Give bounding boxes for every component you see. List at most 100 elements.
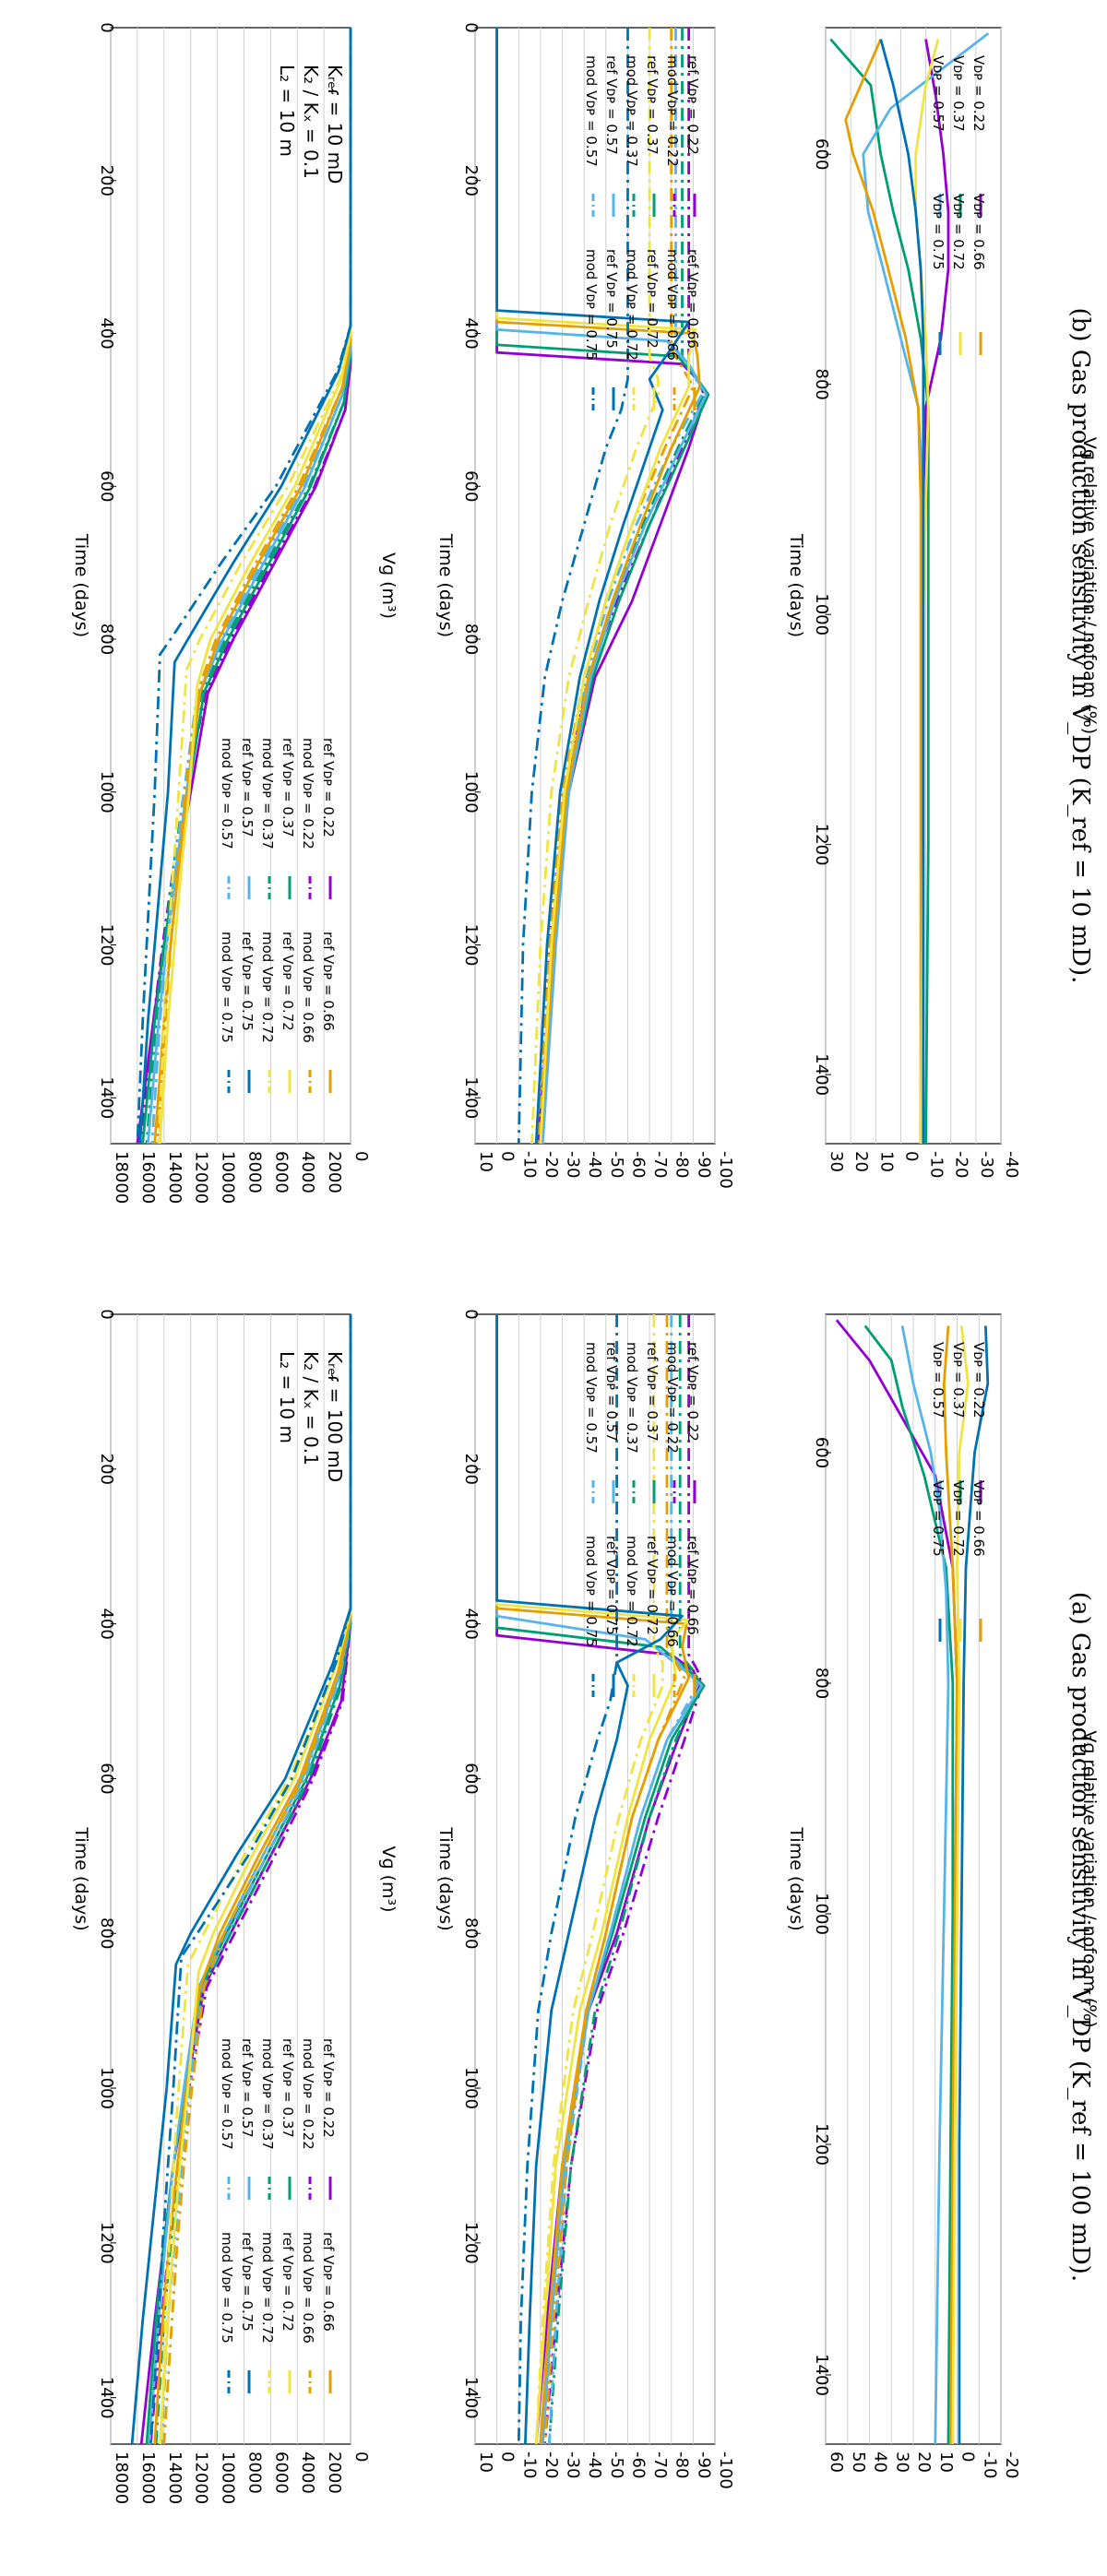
legend-label: mod Vᴅᴘ = 0.72 xyxy=(259,932,276,1043)
x-tick-label: 400 xyxy=(461,317,481,349)
series-line-ref-v-dp-0-66 xyxy=(495,28,701,1145)
series-line-mod-v-dp-0-75 xyxy=(149,1314,352,2445)
series-line-mod-v-dp-0-57 xyxy=(548,1314,699,2445)
series-line-mod-v-dp-0-37 xyxy=(548,1314,704,2445)
legend-item-v-dp-0-22: Vᴅᴘ = 0.22 xyxy=(970,1342,987,1503)
legend-item-ref-v-dp-0-66: ref Vᴅᴘ = 0.66 xyxy=(684,249,701,410)
legend-label: ref Vᴅᴘ = 0.66 xyxy=(684,1536,701,1635)
series-line-ref-v-dp-0-22 xyxy=(495,1314,701,2445)
annotation-line: K₂ / Kₓ = 0.1 xyxy=(300,65,322,179)
charts-layer: 0200040006000800010000120001400016000180… xyxy=(71,22,1100,2504)
legend-label: ref Vᴅᴘ = 0.57 xyxy=(239,738,256,837)
legend-item-ref-v-dp-0-72: ref Vᴅᴘ = 0.72 xyxy=(644,1536,661,1697)
legend-item-ref-v-dp-0-72: ref Vᴅᴘ = 0.72 xyxy=(280,932,296,1093)
x-tick-label: 200 xyxy=(461,165,481,196)
legend-label: mod Vᴅᴘ = 0.37 xyxy=(259,738,276,849)
y-tick-label: -30 xyxy=(564,2451,583,2478)
y-tick-label: -40 xyxy=(585,2451,604,2478)
series-line-mod-v-dp-0-37 xyxy=(145,28,352,1145)
y-tick-label: 40 xyxy=(871,2451,890,2473)
y-tick-label: 8000 xyxy=(244,1151,264,1193)
series-line-ref-v-dp-0-72 xyxy=(495,1314,690,2445)
y-tick-label: 12000 xyxy=(192,1151,211,1204)
legend-label: Vᴅᴘ = 0.75 xyxy=(930,1480,946,1557)
y-tick-label: 14000 xyxy=(165,1151,184,1204)
y-tick-label: -40 xyxy=(585,1151,604,1178)
y-tick-label: -70 xyxy=(650,2451,670,2478)
legend-label: ref Vᴅᴘ = 0.22 xyxy=(320,738,337,837)
legend-label: ref Vᴅᴘ = 0.37 xyxy=(644,55,661,155)
x-tick-label: 1000 xyxy=(812,593,831,635)
series-line-ref-v-dp-0-75 xyxy=(130,1314,352,2445)
x-tick-label: 800 xyxy=(97,623,116,655)
legend-item-ref-v-dp-0-66: ref Vᴅᴘ = 0.66 xyxy=(684,1536,701,1697)
legend-item-mod-v-dp-0-22: mod Vᴅᴘ = 0.22 xyxy=(664,1342,681,1503)
legend-item-ref-v-dp-0-66: ref Vᴅᴘ = 0.66 xyxy=(320,932,337,1093)
legend-label: ref Vᴅᴘ = 0.72 xyxy=(644,1536,661,1635)
legend-label: Vᴅᴘ = 0.57 xyxy=(930,1342,946,1419)
legend-item-mod-v-dp-0-57: mod Vᴅᴘ = 0.57 xyxy=(219,2038,235,2200)
x-tick-label: 1400 xyxy=(812,1053,831,1096)
series-line-mod-v-dp-0-75 xyxy=(136,28,352,1145)
caption-a: (a) Gas production sensitivity in V_DP (… xyxy=(1066,1592,1094,2282)
series-line-v-dp-0-66 xyxy=(844,38,922,1144)
y-tick-label: -10 xyxy=(519,1151,539,1178)
x-tick-label: 1000 xyxy=(812,1893,831,1935)
y-tick-label: -10 xyxy=(980,2451,999,2478)
legend-item-v-dp-0-57: Vᴅᴘ = 0.57 xyxy=(930,1342,946,1503)
legend-label: ref Vᴅᴘ = 0.37 xyxy=(280,2038,296,2138)
legend-item-mod-v-dp-0-66: mod Vᴅᴘ = 0.66 xyxy=(300,932,316,1093)
series-line-mod-v-dp-0-75 xyxy=(517,28,629,1145)
legend-label: ref Vᴅᴘ = 0.22 xyxy=(684,55,701,155)
series-line-mod-v-dp-0-66 xyxy=(537,28,695,1145)
plot-frame xyxy=(474,27,716,1145)
legend-label: mod Vᴅᴘ = 0.22 xyxy=(300,738,316,849)
y-tick-label: -10 xyxy=(519,2451,539,2478)
legend-item-v-dp-0-66: Vᴅᴘ = 0.66 xyxy=(970,1480,987,1642)
y-tick-label: 0 xyxy=(901,1151,921,1161)
legend-label: ref Vᴅᴘ = 0.72 xyxy=(280,2232,296,2332)
legend-label: mod Vᴅᴘ = 0.37 xyxy=(624,1342,640,1454)
y-tick-label: -60 xyxy=(628,2451,648,2478)
legend-label: Vᴅᴘ = 0.66 xyxy=(970,1480,987,1557)
legend-label: mod Vᴅᴘ = 0.66 xyxy=(300,2232,316,2344)
legend-item-ref-v-dp-0-75: ref Vᴅᴘ = 0.75 xyxy=(239,2232,256,2393)
legend-label: ref Vᴅᴘ = 0.22 xyxy=(684,1342,701,1442)
legend-item-mod-v-dp-0-22: mod Vᴅᴘ = 0.22 xyxy=(664,55,681,217)
annotation-line: L₂ = 10 m xyxy=(276,1351,298,1443)
legend-item-mod-v-dp-0-66: mod Vᴅᴘ = 0.66 xyxy=(664,1536,681,1697)
y-tick-label: -40 xyxy=(1002,1151,1021,1178)
y-tick-label: -90 xyxy=(694,2451,713,2478)
x-tick-label: 1400 xyxy=(97,1076,116,1119)
legend-label: Vᴅᴘ = 0.22 xyxy=(970,1342,987,1419)
y-tick-label: 6000 xyxy=(271,2451,291,2494)
series-line-v-dp-0-57 xyxy=(900,1325,950,2445)
x-axis-label: Time (days) xyxy=(786,533,806,637)
x-tick-label: 1000 xyxy=(97,771,116,813)
y-tick-label: 10 xyxy=(476,1151,495,1172)
legend-label: ref Vᴅᴘ = 0.57 xyxy=(603,55,620,155)
x-tick-label: 200 xyxy=(97,1454,116,1485)
y-tick-label: -10 xyxy=(927,1151,946,1178)
legend-label: mod Vᴅᴘ = 0.72 xyxy=(624,1536,640,1647)
y-tick-label: 0 xyxy=(351,1151,371,1161)
y-tick-label: -90 xyxy=(694,1151,713,1178)
x-tick-label: 1000 xyxy=(461,2067,481,2109)
legend-label: mod Vᴅᴘ = 0.57 xyxy=(583,55,600,167)
chart-a_bot: 60 50 40 30 20 10 0 -10 -20 600 800 1000 1200 1400 Tim… xyxy=(786,1313,1021,2478)
series-line-ref-v-dp-0-72 xyxy=(495,28,697,1145)
legend-item-v-dp-0-37: Vᴅᴘ = 0.37 xyxy=(950,1342,967,1503)
x-tick-label: 800 xyxy=(461,1917,481,1949)
legend-label: ref Vᴅᴘ = 0.75 xyxy=(239,2232,256,2332)
series-line-v-dp-0-75 xyxy=(879,39,925,1144)
legend-item-mod-v-dp-0-37: mod Vᴅᴘ = 0.37 xyxy=(624,55,640,217)
legend-label: Vᴅᴘ = 0.72 xyxy=(950,194,967,270)
legend-item-mod-v-dp-0-22: mod Vᴅᴘ = 0.22 xyxy=(300,738,316,899)
legend-label: ref Vᴅᴘ = 0.75 xyxy=(239,932,256,1031)
legend-label: ref Vᴅᴘ = 0.57 xyxy=(239,2038,256,2138)
caption-b: (b) Gas production sensitivity in V_DP (… xyxy=(1066,308,1094,984)
